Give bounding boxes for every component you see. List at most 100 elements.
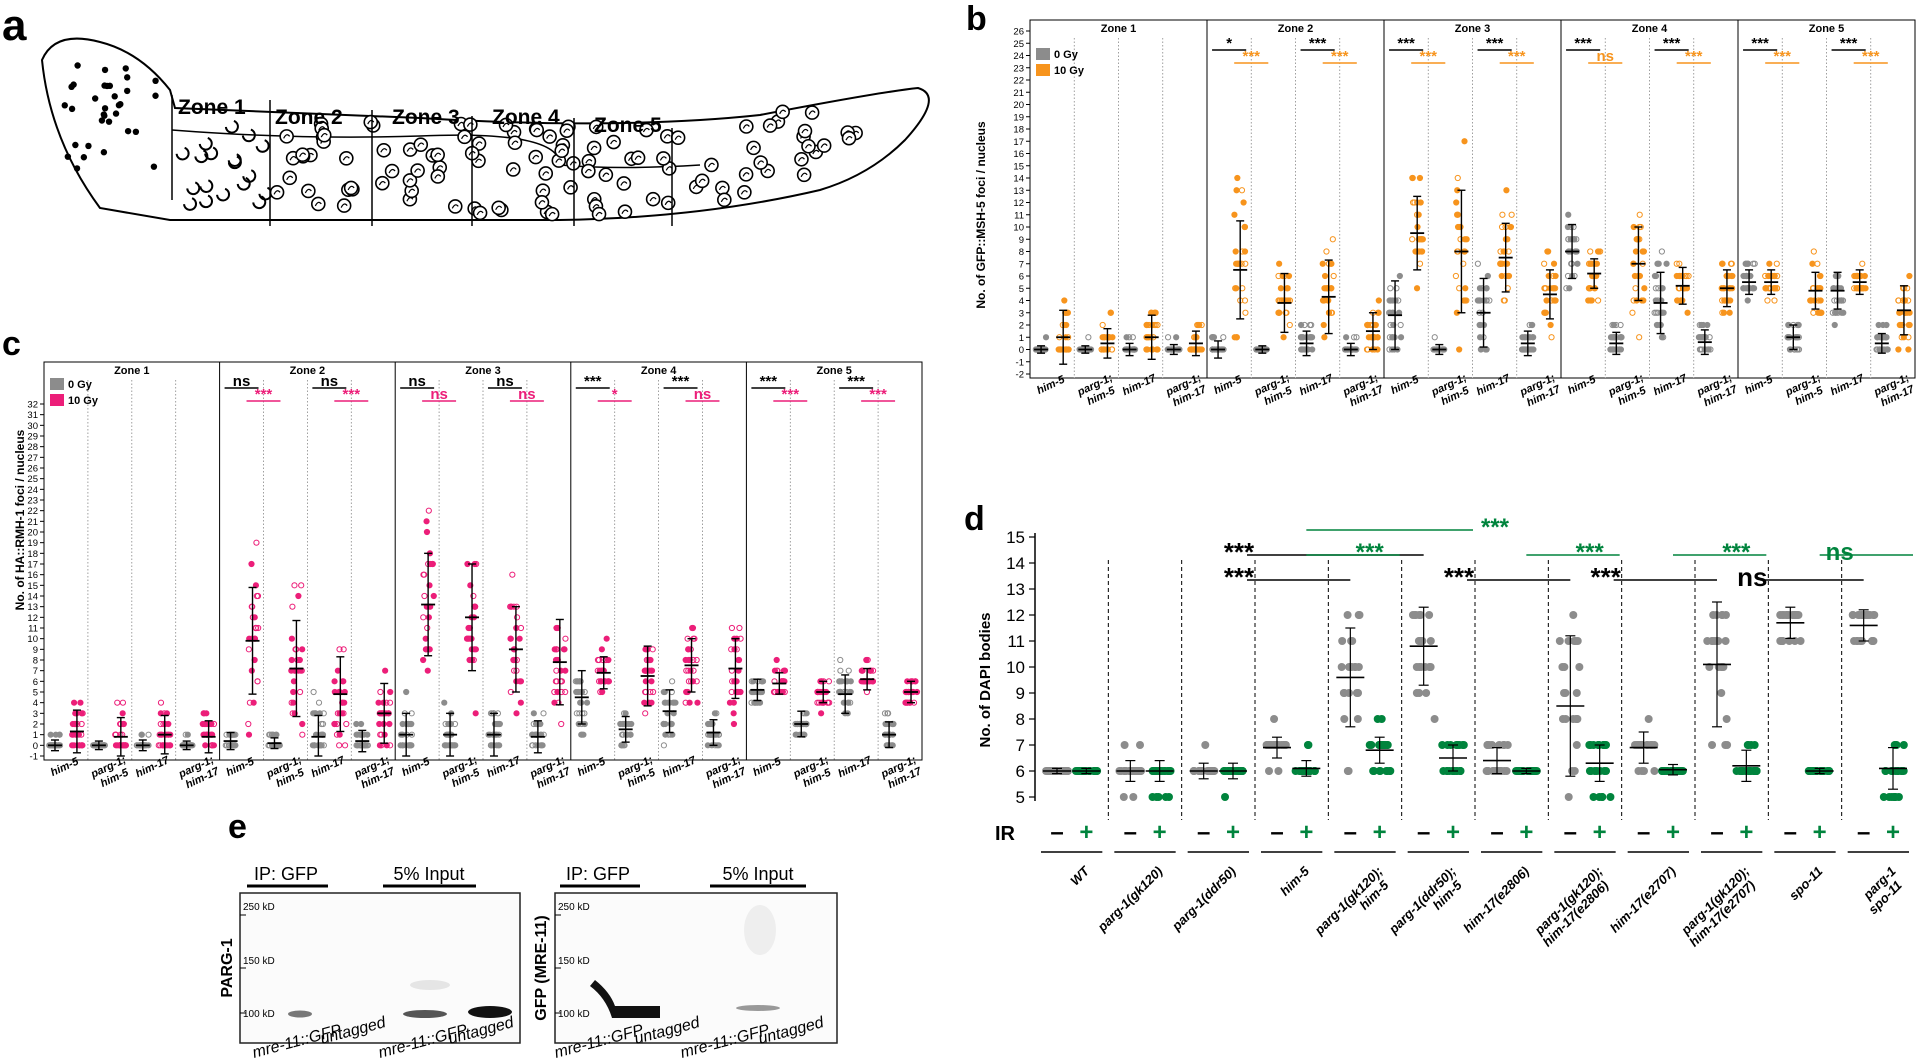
chromatin [742, 124, 750, 129]
chromatin [461, 134, 469, 140]
chromatin [740, 190, 748, 195]
data-point [1519, 346, 1526, 353]
data-point [735, 656, 743, 664]
data-point [1231, 211, 1238, 218]
data-point [245, 720, 252, 728]
y-tick-label: 13 [1013, 186, 1024, 197]
data-point [1478, 285, 1486, 292]
data-point [1413, 285, 1421, 292]
pachytene-nucleus [554, 143, 570, 159]
sig-label: *** [1685, 48, 1703, 65]
y-tick-label: 10 [1006, 658, 1025, 677]
data-point [253, 592, 261, 600]
data-point [1299, 334, 1307, 341]
data-point [1418, 236, 1425, 243]
data-point [465, 624, 472, 632]
data-point [1636, 334, 1643, 341]
data-point [354, 742, 361, 749]
data-point [1498, 223, 1506, 231]
y-tick-label: 16 [1013, 149, 1024, 160]
data-point [70, 699, 78, 706]
data-point [1592, 767, 1601, 775]
data-point [403, 688, 410, 696]
genotype-label: him-5 [400, 755, 432, 779]
data-point [562, 635, 569, 642]
data-point [1497, 260, 1504, 267]
y-tick-label: 1 [33, 730, 38, 741]
pachytene-nucleus [656, 151, 671, 166]
data-point [1085, 334, 1092, 341]
data-point [114, 699, 121, 706]
sig-label: ns [496, 373, 514, 390]
data-point [1486, 297, 1493, 304]
data-point [341, 742, 349, 749]
data-point [421, 571, 428, 578]
crescent-nucleus [175, 146, 190, 161]
data-point [164, 742, 172, 749]
data-point [1838, 309, 1845, 316]
genotype-label: him-5 [1566, 373, 1598, 397]
chromatin [283, 134, 291, 139]
data-point [1750, 741, 1759, 749]
data-point [1324, 297, 1332, 304]
y-tick-label: 25 [1013, 39, 1024, 50]
pachytene-nucleus [410, 163, 425, 178]
data-point [1727, 260, 1735, 267]
pachytene-nucleus [639, 122, 654, 138]
data-point [1831, 321, 1838, 329]
y-tick-label: 3 [1019, 308, 1024, 319]
ir-minus: – [1270, 819, 1283, 846]
crescent-nucleus [242, 169, 257, 183]
mitotic-nucleus [64, 153, 72, 160]
data-point [1905, 297, 1912, 304]
data-point [781, 688, 788, 696]
pachytene-nucleus [505, 162, 521, 177]
y-tick-label: 7 [33, 666, 38, 677]
panel-c: c No. of HA::RMH-1 foci / nucleus 323130… [2, 325, 924, 791]
data-point [1425, 611, 1434, 619]
sig-label: *** [1508, 48, 1526, 65]
mitotic-nucleus [98, 117, 106, 124]
data-point [694, 699, 701, 706]
data-point [1651, 309, 1658, 316]
sig-label: *** [1419, 48, 1437, 65]
data-point [1631, 272, 1639, 280]
data-point [1344, 767, 1353, 775]
chromatin [466, 122, 474, 127]
data-point [1188, 346, 1195, 353]
chromatin [318, 126, 326, 131]
data-point [1143, 321, 1151, 329]
data-point [1719, 297, 1726, 304]
y-tick-label: 23 [27, 496, 38, 507]
ir-minus: – [1050, 819, 1063, 846]
data-point [1232, 285, 1239, 292]
legend-label: 0 Gy [68, 379, 93, 391]
data-point [864, 656, 871, 664]
legend-swatch [50, 394, 64, 406]
data-point [1618, 334, 1625, 341]
data-point [494, 720, 501, 728]
blot-band [736, 1005, 780, 1011]
blot-membrane [554, 892, 838, 1044]
data-point [1571, 637, 1580, 645]
data-point [425, 507, 432, 514]
sig-label: * [612, 386, 618, 403]
chromatin [548, 211, 556, 217]
data-point [1098, 346, 1105, 353]
sig-label: ns [233, 373, 251, 390]
data-point [1676, 260, 1683, 267]
data-point [1573, 715, 1582, 723]
chromatin [797, 157, 805, 162]
data-point [1426, 637, 1435, 645]
chromatin [347, 185, 355, 191]
data-point [1462, 285, 1469, 292]
data-point [1354, 663, 1363, 671]
data-point [683, 667, 690, 674]
data-point [1120, 741, 1129, 749]
data-point [1344, 689, 1353, 697]
data-point [253, 539, 260, 546]
mitotic-nucleus [85, 142, 92, 150]
chromatin [502, 122, 510, 128]
y-tick-label: 26 [1013, 27, 1024, 38]
data-point [773, 656, 780, 664]
